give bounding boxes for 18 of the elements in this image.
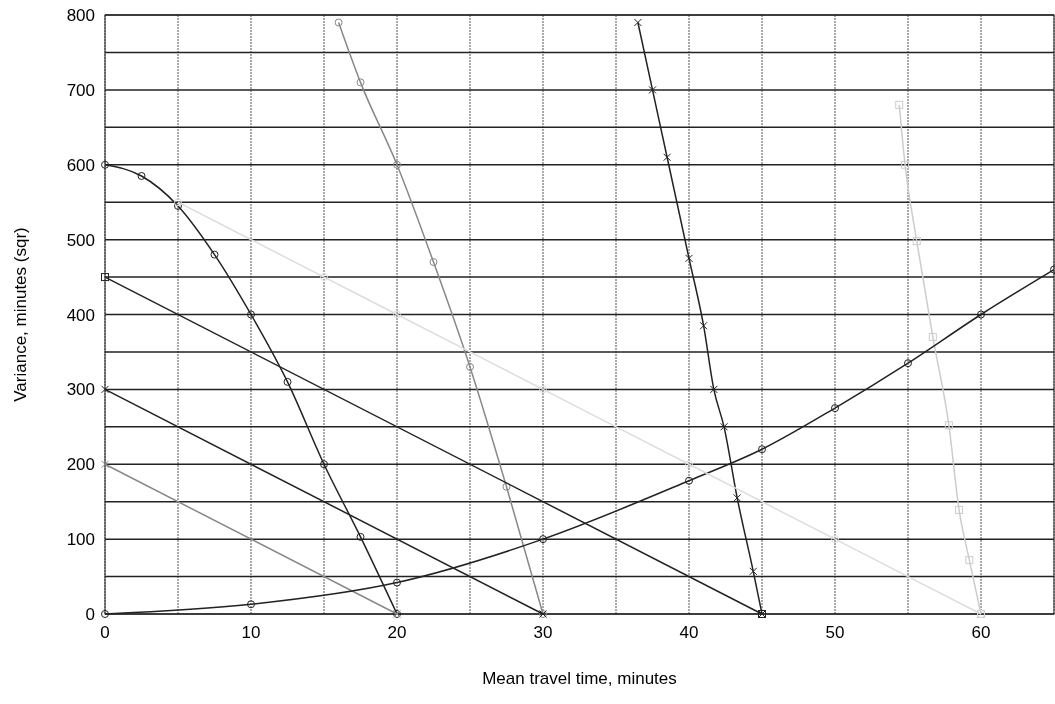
y-tick-label: 0 — [85, 605, 95, 624]
y-tick-label: 100 — [66, 530, 95, 550]
y-tick-label: 200 — [66, 455, 95, 475]
x-tick-label: 60 — [971, 623, 991, 642]
y-tick-label: 700 — [66, 80, 95, 100]
y-tick-label: 500 — [66, 230, 95, 250]
x-tick-label: 20 — [387, 623, 407, 642]
x-tick-label: 30 — [533, 623, 553, 642]
y-axis-title: Variance, minutes (sqr) — [11, 227, 30, 402]
x-tick-label: 10 — [241, 623, 261, 642]
x-axis-title: Mean travel time, minutes — [482, 669, 677, 688]
y-tick-label: 600 — [66, 155, 95, 175]
x-tick-label: 50 — [825, 623, 845, 642]
y-tick-label: 400 — [66, 305, 95, 325]
x-tick-label: 0 — [100, 623, 110, 642]
y-tick-label: 800 — [66, 6, 95, 25]
y-tick-label: 300 — [66, 380, 95, 400]
x-tick-label: 40 — [679, 623, 699, 642]
